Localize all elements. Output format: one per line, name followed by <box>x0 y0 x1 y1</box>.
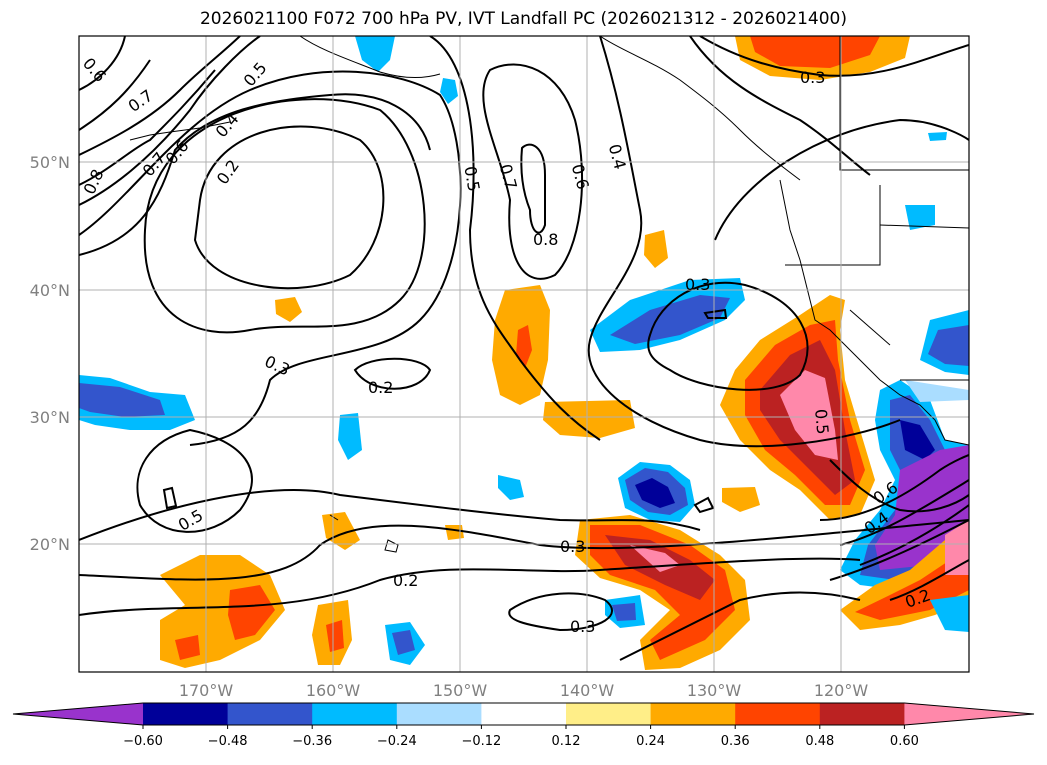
lon-label: 120°W <box>814 681 869 700</box>
lat-label: 50°N <box>30 153 70 172</box>
colorbar-tick-label: 0.24 <box>636 734 665 749</box>
lat-label: 40°N <box>30 281 70 300</box>
contour-label: 0.3 <box>560 537 585 556</box>
lon-label: 170°W <box>179 681 234 700</box>
contour-label: 0.3 <box>570 617 595 636</box>
colorbar-segment <box>312 703 398 725</box>
colorbar-segment <box>650 703 736 725</box>
contour-label: 0.8 <box>533 230 558 249</box>
colorbar-segment <box>819 703 905 725</box>
colorbar-segment <box>481 703 567 725</box>
coastlines <box>129 36 969 553</box>
lat-labels: 50°N 40°N 30°N 20°N <box>30 153 70 554</box>
colorbar-extend-max <box>904 703 1034 725</box>
lon-label: 150°W <box>433 681 488 700</box>
map-frame <box>78 35 970 673</box>
lat-label: 20°N <box>30 535 70 554</box>
gridlines <box>79 36 969 672</box>
lon-label: 140°W <box>560 681 615 700</box>
colorbar-extend-min <box>13 703 143 725</box>
contour-label: 0.2 <box>393 571 418 590</box>
colorbar-segment <box>735 703 821 725</box>
lon-labels: 170°W 160°W 150°W 140°W 130°W 120°W <box>179 681 869 700</box>
colorbar-tick-label: 0.48 <box>805 734 834 749</box>
colorbar-segment <box>143 703 229 725</box>
colorbar-tick-label: −0.12 <box>461 734 501 749</box>
colorbar-segment <box>396 703 482 725</box>
colorbar-tick-label: 0.36 <box>721 734 750 749</box>
lon-label: 160°W <box>306 681 361 700</box>
lon-label: 130°W <box>687 681 742 700</box>
contour-label: 0.3 <box>685 275 710 294</box>
colorbar-segment <box>227 703 313 725</box>
colorbar-tick-label: −0.24 <box>377 734 417 749</box>
contour-label: 0.3 <box>800 68 825 87</box>
lat-label: 30°N <box>30 408 70 427</box>
colorbar-tick-label: −0.60 <box>123 734 163 749</box>
colorbar: −0.60 −0.48 −0.36 −0.24 −0.12 0.12 0.24 0.36 0.4… <box>12 702 1035 749</box>
colorbar-tick-label: −0.48 <box>208 734 248 749</box>
contour-label: 0.2 <box>368 378 393 397</box>
colorbar-tick-label: 0.60 <box>890 734 919 749</box>
contour-label: 0.5 <box>811 408 832 435</box>
colorbar-tick-label: 0.12 <box>552 734 581 749</box>
colorbar-tick-label: −0.36 <box>292 734 332 749</box>
contour-label: 0.5 <box>460 165 483 193</box>
colorbar-segment <box>566 703 652 725</box>
map-title: 2026021100 F072 700 hPa PV, IVT Landfall… <box>199 9 847 29</box>
